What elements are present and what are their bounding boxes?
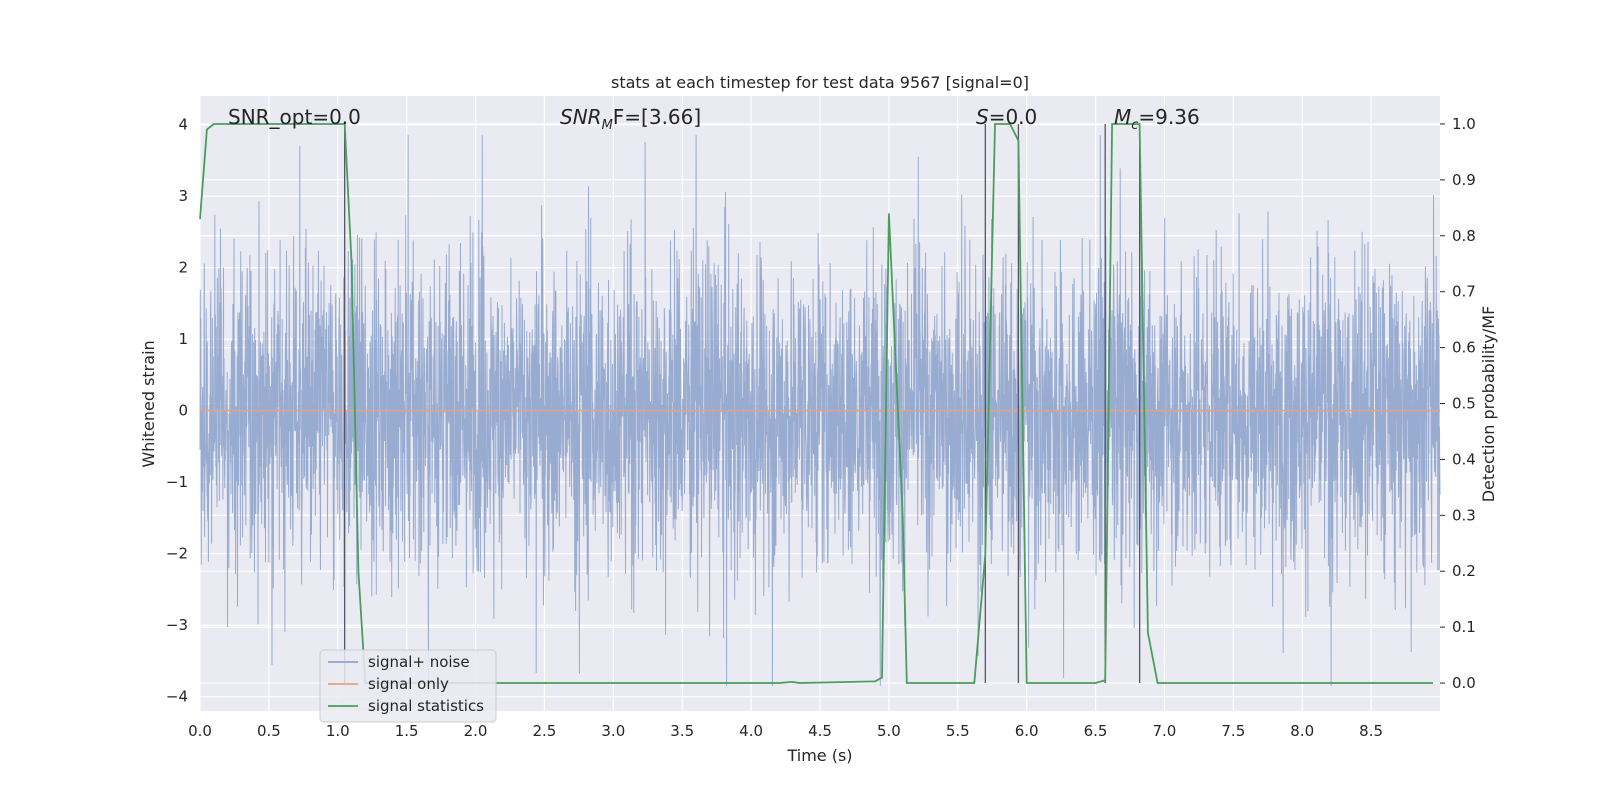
x-tick-label: 6.5: [1084, 722, 1108, 740]
y-right-axis-label: Detection probability/MF: [1479, 306, 1498, 503]
annotation-snr-mf-base: SNR: [560, 105, 602, 129]
y-right-axis-ticks: 1.0 0.9 0.8 0.7 0.6 0.5 0.4 0.3 0.2 0.1 0.0: [1440, 115, 1476, 692]
x-tick-label: 8.5: [1359, 722, 1383, 740]
y-tick-label: −3: [166, 616, 188, 634]
x-tick-label: 3.0: [601, 722, 625, 740]
y-right-tick-label: 0.9: [1452, 171, 1476, 189]
y-tick-label: −1: [166, 473, 188, 491]
x-tick-label: 2.0: [464, 722, 488, 740]
chart-title: stats at each timestep for test data 956…: [611, 73, 1029, 92]
annotation-mc-base: M: [1114, 105, 1131, 129]
y-tick-label: 3: [178, 187, 188, 205]
x-axis-ticks: 0.0 0.5 1.0 1.5 2.0 2.5 3.0 3.5 4.0 4.5 5.0 5.5 6.0 6…: [188, 722, 1383, 740]
y-tick-label: 2: [178, 259, 188, 277]
y-tick-label: 1: [178, 330, 188, 348]
x-tick-label: 4.5: [808, 722, 832, 740]
x-tick-label: 1.0: [326, 722, 350, 740]
y-right-tick-label: 0.4: [1452, 450, 1476, 468]
annotation-mc-value: =9.36: [1138, 105, 1199, 129]
annotation-mc-sub: c: [1131, 118, 1138, 133]
x-tick-label: 5.0: [877, 722, 901, 740]
y-right-tick-label: 0.8: [1452, 227, 1476, 245]
x-tick-label: 2.5: [533, 722, 557, 740]
y-right-tick-label: 0.5: [1452, 395, 1476, 413]
y-axis-label: Whitened strain: [139, 340, 158, 467]
legend: signal+ noise signal only signal statist…: [319, 649, 497, 723]
y-axis-ticks: 4 3 2 1 0 −1 −2 −3 −4: [166, 116, 188, 706]
x-axis-label: Time (s): [786, 746, 852, 765]
annotation-s: S=0.0: [976, 105, 1037, 129]
annotation-mc: Mc=9.36: [1114, 105, 1200, 133]
annotation-s-value: =0.0: [989, 105, 1038, 129]
y-tick-label: 0: [178, 402, 188, 420]
y-right-tick-label: 0.7: [1452, 283, 1476, 301]
vertical-markers: [344, 123, 1141, 684]
y-right-tick-label: 0.3: [1452, 506, 1476, 524]
x-tick-label: 4.0: [739, 722, 763, 740]
y-right-tick-label: 0.2: [1452, 562, 1476, 580]
series-signal-statistics: [199, 123, 1434, 684]
y-right-tick-label: 1.0: [1452, 115, 1476, 133]
annotation-snr-mf-rest: F=[3.66]: [613, 105, 701, 129]
x-tick-label: 0.5: [257, 722, 281, 740]
x-tick-label: 7.0: [1153, 722, 1177, 740]
x-tick-label: 0.0: [188, 722, 212, 740]
x-tick-label: 8.0: [1290, 722, 1314, 740]
x-tick-label: 5.5: [946, 722, 970, 740]
x-tick-label: 3.5: [670, 722, 694, 740]
x-tick-label: 7.5: [1221, 722, 1245, 740]
y-right-tick-label: 0.6: [1452, 339, 1476, 357]
y-tick-label: −4: [166, 688, 188, 706]
legend-label-signal-noise: signal+ noise: [368, 653, 470, 671]
signal-noise-trace: [199, 135, 1441, 687]
y-right-tick-label: 0.0: [1452, 674, 1476, 692]
series-signal-noise: [199, 135, 1441, 687]
annotation-snr-opt: SNR_opt=0.0: [228, 105, 361, 129]
legend-label-signal-only: signal only: [368, 675, 449, 693]
x-tick-label: 1.5: [395, 722, 419, 740]
x-tick-label: 6.0: [1015, 722, 1039, 740]
annotation-snr-mf: SNRMF=[3.66]: [560, 105, 701, 133]
y-right-tick-label: 0.1: [1452, 618, 1476, 636]
y-tick-label: −2: [166, 545, 188, 563]
annotation-s-label: S: [976, 105, 989, 129]
y-tick-label: 4: [178, 116, 188, 134]
annotation-snr-mf-sub: M: [602, 118, 613, 133]
legend-label-signal-statistics: signal statistics: [368, 697, 484, 715]
